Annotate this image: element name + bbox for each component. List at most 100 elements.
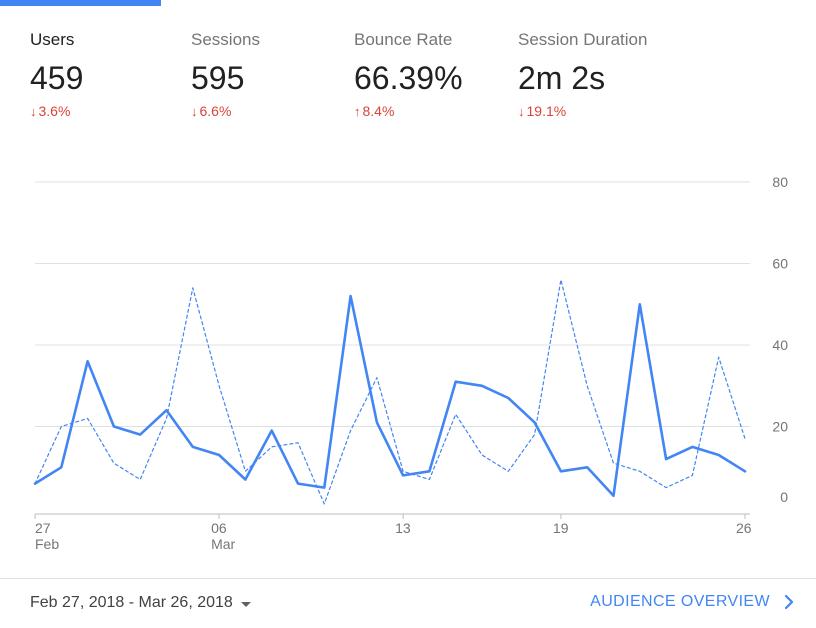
active-tab-indicator <box>0 0 161 6</box>
data-point <box>584 383 590 389</box>
data-point <box>637 301 643 307</box>
metric-change: ↑ 8.4% <box>354 103 463 119</box>
data-point <box>295 481 301 487</box>
data-point <box>505 395 511 401</box>
data-point <box>216 383 222 389</box>
metric-label: Users <box>30 30 75 49</box>
data-point <box>190 285 196 291</box>
data-point <box>716 452 722 458</box>
data-point <box>716 354 722 360</box>
metrics-tabs: Users 459 ↓ 3.6% Sessions 595 ↓ 6.6% Bou… <box>0 0 816 140</box>
series-line-previous-period <box>34 279 746 505</box>
data-point <box>453 379 459 385</box>
x-tick-label: 06 <box>211 520 227 536</box>
data-point <box>532 419 538 425</box>
metric-change-value: 8.4% <box>362 103 395 119</box>
data-point <box>348 428 354 434</box>
data-point <box>479 383 485 389</box>
data-point <box>611 493 617 499</box>
series-line-current-period <box>33 294 747 498</box>
metric-tab-session-duration[interactable]: Session Duration 2m 2s ↓ 19.1% <box>518 30 647 119</box>
metric-tab-users[interactable]: Users 459 ↓ 3.6% <box>30 30 83 119</box>
data-point <box>321 485 327 491</box>
date-range-selector[interactable]: Feb 27, 2018 - Mar 26, 2018 <box>30 594 251 612</box>
data-point <box>479 452 485 458</box>
data-point <box>269 428 275 434</box>
data-point <box>689 444 695 450</box>
data-point <box>374 375 380 381</box>
arrow-up-icon: ↑ <box>354 103 361 119</box>
data-point <box>190 444 196 450</box>
date-range-label: Feb 27, 2018 - Mar 26, 2018 <box>30 594 233 611</box>
x-tick-sublabel: Feb <box>35 536 59 552</box>
arrow-down-icon: ↓ <box>518 103 525 119</box>
data-point <box>663 456 669 462</box>
data-point <box>269 444 275 450</box>
metric-tab-bounce-rate[interactable]: Bounce Rate 66.39% ↑ 8.4% <box>354 30 463 119</box>
metric-change: ↓ 19.1% <box>518 103 647 119</box>
data-point <box>137 476 143 482</box>
x-tick-label: 26 <box>736 520 752 536</box>
metric-label: Bounce Rate <box>354 30 453 49</box>
metric-tab-sessions[interactable]: Sessions 595 ↓ 6.6% <box>191 30 260 119</box>
data-point <box>532 432 538 438</box>
arrow-down-icon: ↓ <box>30 103 37 119</box>
arrow-down-icon: ↓ <box>191 103 198 119</box>
metric-value: 595 <box>191 60 245 96</box>
metric-label: Session Duration <box>518 30 648 49</box>
data-point <box>58 424 64 430</box>
y-tick-label: 80 <box>772 174 788 190</box>
data-point <box>374 419 380 425</box>
data-point <box>611 460 617 466</box>
metric-label: Sessions <box>191 30 260 49</box>
metric-value: 2m 2s <box>518 60 606 96</box>
sessions-line-chart: 0 20 40 60 80 27 Feb 06 Mar 13 19 26 <box>0 150 816 560</box>
audience-overview-link[interactable]: AUDIENCE OVERVIEW <box>590 593 794 611</box>
x-tick-label: 19 <box>553 520 569 536</box>
data-point <box>111 424 117 430</box>
caret-down-icon <box>240 601 251 607</box>
metric-value: 66.39% <box>354 60 463 96</box>
x-tick-label: 13 <box>395 520 411 536</box>
y-tick-label: 0 <box>780 489 788 505</box>
y-tick-label: 60 <box>772 256 788 272</box>
data-point <box>85 358 91 364</box>
audience-overview-label: AUDIENCE OVERVIEW <box>590 593 770 610</box>
x-tick-sublabel: Mar <box>211 536 235 552</box>
metric-change: ↓ 3.6% <box>30 103 83 119</box>
footer-divider <box>0 578 816 579</box>
data-point <box>689 472 695 478</box>
metric-change-value: 3.6% <box>38 103 71 119</box>
data-point <box>163 407 169 413</box>
data-point <box>453 411 459 417</box>
data-point <box>85 415 91 421</box>
data-point <box>295 440 301 446</box>
x-tick-label: 27 <box>35 520 51 536</box>
data-point <box>505 468 511 474</box>
data-point <box>426 468 432 474</box>
data-point <box>637 468 643 474</box>
data-point <box>558 468 564 474</box>
data-point <box>216 452 222 458</box>
data-point <box>663 485 669 491</box>
data-point <box>137 432 143 438</box>
chevron-right-icon <box>784 594 794 610</box>
y-tick-label: 40 <box>772 337 788 353</box>
data-point <box>742 436 748 442</box>
data-point <box>400 472 406 478</box>
metric-value: 459 <box>30 60 84 96</box>
data-point <box>163 415 169 421</box>
data-point <box>348 293 354 299</box>
metric-change: ↓ 6.6% <box>191 103 260 119</box>
data-point <box>321 501 327 507</box>
data-point <box>584 464 590 470</box>
data-point <box>32 481 38 487</box>
metric-change-value: 19.1% <box>526 103 567 119</box>
data-point <box>426 476 432 482</box>
data-point <box>111 460 117 466</box>
data-point <box>558 277 564 283</box>
data-point <box>58 464 64 470</box>
y-tick-label: 20 <box>772 419 788 435</box>
data-point <box>242 476 248 482</box>
